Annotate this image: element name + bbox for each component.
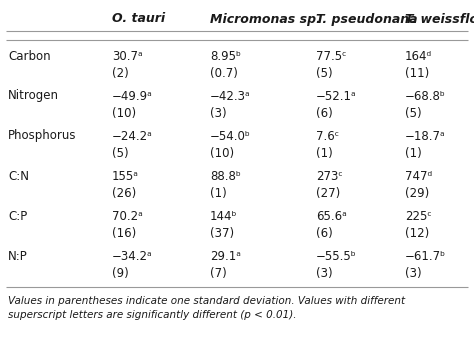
- Text: 155ᵃ: 155ᵃ: [112, 169, 139, 183]
- Text: 164ᵈ: 164ᵈ: [405, 49, 432, 62]
- Text: −34.2ᵃ: −34.2ᵃ: [112, 249, 153, 263]
- Text: −42.3ᵃ: −42.3ᵃ: [210, 89, 251, 102]
- Text: 8.95ᵇ: 8.95ᵇ: [210, 49, 241, 62]
- Text: (5): (5): [316, 68, 333, 80]
- Text: 747ᵈ: 747ᵈ: [405, 169, 432, 183]
- Text: 29.1ᵃ: 29.1ᵃ: [210, 249, 241, 263]
- Text: (10): (10): [210, 148, 234, 160]
- Text: (26): (26): [112, 187, 136, 200]
- Text: (37): (37): [210, 227, 234, 240]
- Text: Phosphorus: Phosphorus: [8, 129, 76, 142]
- Text: (6): (6): [316, 227, 333, 240]
- Text: (10): (10): [112, 108, 136, 120]
- Text: (5): (5): [112, 148, 128, 160]
- Text: −24.2ᵃ: −24.2ᵃ: [112, 129, 153, 142]
- Text: 7.6ᶜ: 7.6ᶜ: [316, 129, 339, 142]
- Text: T. pseudonana: T. pseudonana: [316, 12, 418, 26]
- Text: O. tauri: O. tauri: [112, 12, 165, 26]
- Text: T. weissflogii: T. weissflogii: [405, 12, 474, 26]
- Text: (3): (3): [405, 267, 422, 280]
- Text: 65.6ᵃ: 65.6ᵃ: [316, 209, 347, 223]
- Text: −54.0ᵇ: −54.0ᵇ: [210, 129, 251, 142]
- Text: (7): (7): [210, 267, 227, 280]
- Text: −18.7ᵃ: −18.7ᵃ: [405, 129, 446, 142]
- Text: Micromonas sp.: Micromonas sp.: [210, 12, 321, 26]
- Text: −55.5ᵇ: −55.5ᵇ: [316, 249, 357, 263]
- Text: 70.2ᵃ: 70.2ᵃ: [112, 209, 143, 223]
- Text: (1): (1): [210, 187, 227, 200]
- Text: (16): (16): [112, 227, 136, 240]
- Text: −52.1ᵃ: −52.1ᵃ: [316, 89, 356, 102]
- Text: Carbon: Carbon: [8, 49, 51, 62]
- Text: (2): (2): [112, 68, 129, 80]
- Text: −68.8ᵇ: −68.8ᵇ: [405, 89, 446, 102]
- Text: (12): (12): [405, 227, 429, 240]
- Text: (11): (11): [405, 68, 429, 80]
- Text: (29): (29): [405, 187, 429, 200]
- Text: (0.7): (0.7): [210, 68, 238, 80]
- Text: 77.5ᶜ: 77.5ᶜ: [316, 49, 346, 62]
- Text: 144ᵇ: 144ᵇ: [210, 209, 237, 223]
- Text: C:N: C:N: [8, 169, 29, 183]
- Text: (5): (5): [405, 108, 422, 120]
- Text: (6): (6): [316, 108, 333, 120]
- Text: 88.8ᵇ: 88.8ᵇ: [210, 169, 241, 183]
- Text: −61.7ᵇ: −61.7ᵇ: [405, 249, 446, 263]
- Text: (3): (3): [316, 267, 333, 280]
- Text: Values in parentheses indicate one standard deviation. Values with different: Values in parentheses indicate one stand…: [8, 296, 405, 306]
- Text: (27): (27): [316, 187, 340, 200]
- Text: 30.7ᵃ: 30.7ᵃ: [112, 49, 143, 62]
- Text: 225ᶜ: 225ᶜ: [405, 209, 432, 223]
- Text: (1): (1): [316, 148, 333, 160]
- Text: Nitrogen: Nitrogen: [8, 89, 59, 102]
- Text: N:P: N:P: [8, 249, 28, 263]
- Text: C:P: C:P: [8, 209, 27, 223]
- Text: (3): (3): [210, 108, 227, 120]
- Text: (1): (1): [405, 148, 422, 160]
- Text: −49.9ᵃ: −49.9ᵃ: [112, 89, 153, 102]
- Text: superscript letters are significantly different (p < 0.01).: superscript letters are significantly di…: [8, 310, 297, 320]
- Text: 273ᶜ: 273ᶜ: [316, 169, 343, 183]
- Text: (9): (9): [112, 267, 129, 280]
